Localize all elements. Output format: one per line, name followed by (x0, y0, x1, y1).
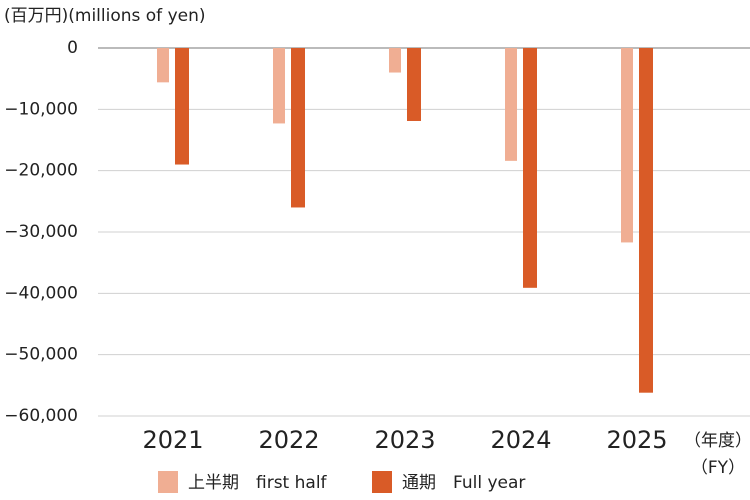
y-tick-label: −10,000 (4, 99, 78, 119)
y-tick-label: −50,000 (4, 345, 78, 365)
legend-label: 通期 Full year (402, 473, 525, 493)
x-axis-label: （FY） (691, 458, 745, 478)
x-tick-label: 2023 (374, 426, 435, 454)
y-tick-label: 0 (67, 38, 78, 58)
bar (407, 48, 421, 121)
y-tick-label: −30,000 (4, 222, 78, 242)
legend-swatch (158, 471, 178, 493)
bar (523, 48, 537, 288)
bar (175, 48, 189, 165)
bar (389, 48, 401, 73)
bar (505, 48, 517, 161)
legend-label: 上半期 first half (188, 473, 328, 493)
x-tick-label: 2022 (258, 426, 319, 454)
x-axis-label: （年度） (684, 431, 750, 451)
y-axis-label: (百万円)(millions of yen) (4, 6, 206, 26)
bar (273, 48, 285, 124)
bar (291, 48, 305, 208)
x-tick-label: 2024 (490, 426, 551, 454)
bar (621, 48, 633, 243)
y-tick-label: −60,000 (4, 406, 78, 426)
bar (639, 48, 653, 393)
legend-swatch (372, 471, 392, 493)
y-tick-label: −40,000 (4, 283, 78, 303)
y-tick-label: −20,000 (4, 161, 78, 181)
x-tick-label: 2025 (606, 426, 667, 454)
bar (157, 48, 169, 83)
x-tick-label: 2021 (142, 426, 203, 454)
